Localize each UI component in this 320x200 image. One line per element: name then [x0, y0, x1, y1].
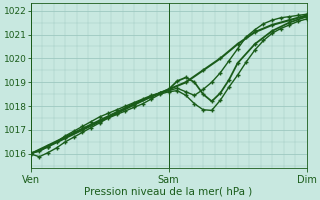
X-axis label: Pression niveau de la mer( hPa ): Pression niveau de la mer( hPa ): [84, 187, 253, 197]
